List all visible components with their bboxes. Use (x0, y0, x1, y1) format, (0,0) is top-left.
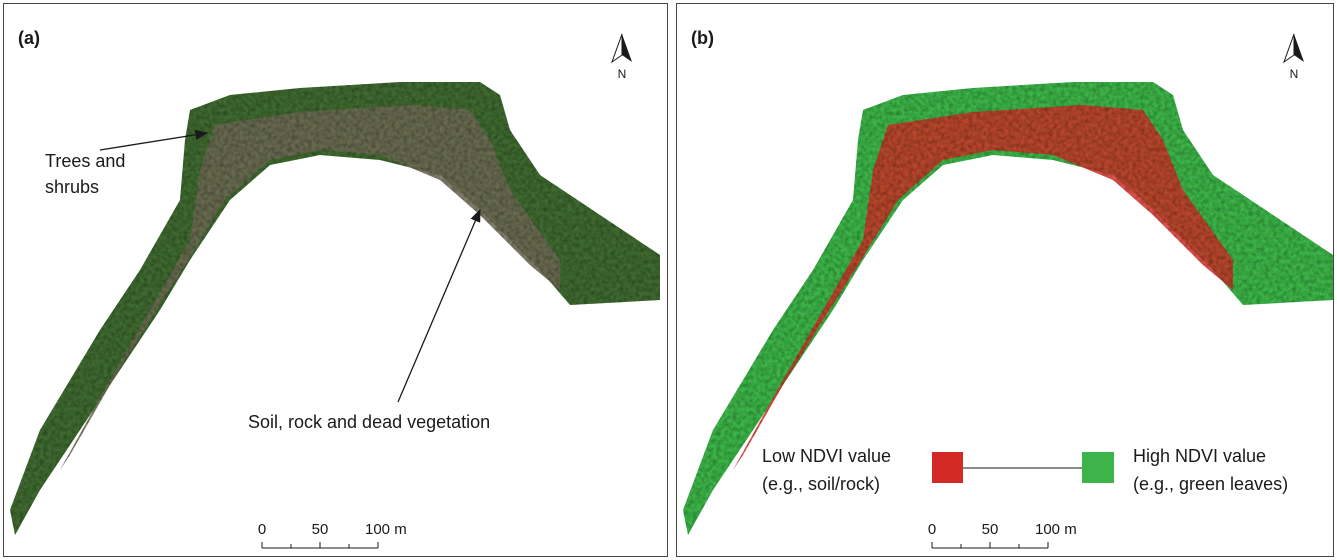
legend-text: (e.g., soil/rock) (762, 474, 880, 494)
legend-text: Low NDVI value (762, 446, 891, 466)
scale-label: 0 (928, 521, 936, 538)
legend-text: High NDVI value (1133, 446, 1266, 466)
scale-label: 0 (258, 521, 266, 538)
scale-label: 100 m (1035, 521, 1077, 538)
legend-swatch (932, 452, 963, 483)
panel-a: (a) N Trees and shrubs Soil, rock and de… (4, 4, 668, 557)
scale-label: 100 m (365, 521, 407, 538)
scale-label: 50 (982, 521, 999, 538)
scale-label: 50 (312, 521, 329, 538)
north-label: N (618, 67, 627, 81)
legend-text: (e.g., green leaves) (1133, 474, 1288, 494)
panel-label: (a) (18, 28, 40, 48)
north-label: N (1290, 67, 1299, 81)
annotation: shrubs (45, 177, 99, 197)
panel-label: (b) (691, 28, 714, 48)
annotation: Soil, rock and dead vegetation (248, 412, 490, 432)
panel-b: (b) N Low NDVI value (e.g., soil/rock) H… (677, 4, 1334, 557)
figure: (a) N Trees and shrubs Soil, rock and de… (0, 0, 1337, 560)
annotation: Trees and (45, 151, 125, 171)
legend-swatch (1082, 452, 1114, 483)
